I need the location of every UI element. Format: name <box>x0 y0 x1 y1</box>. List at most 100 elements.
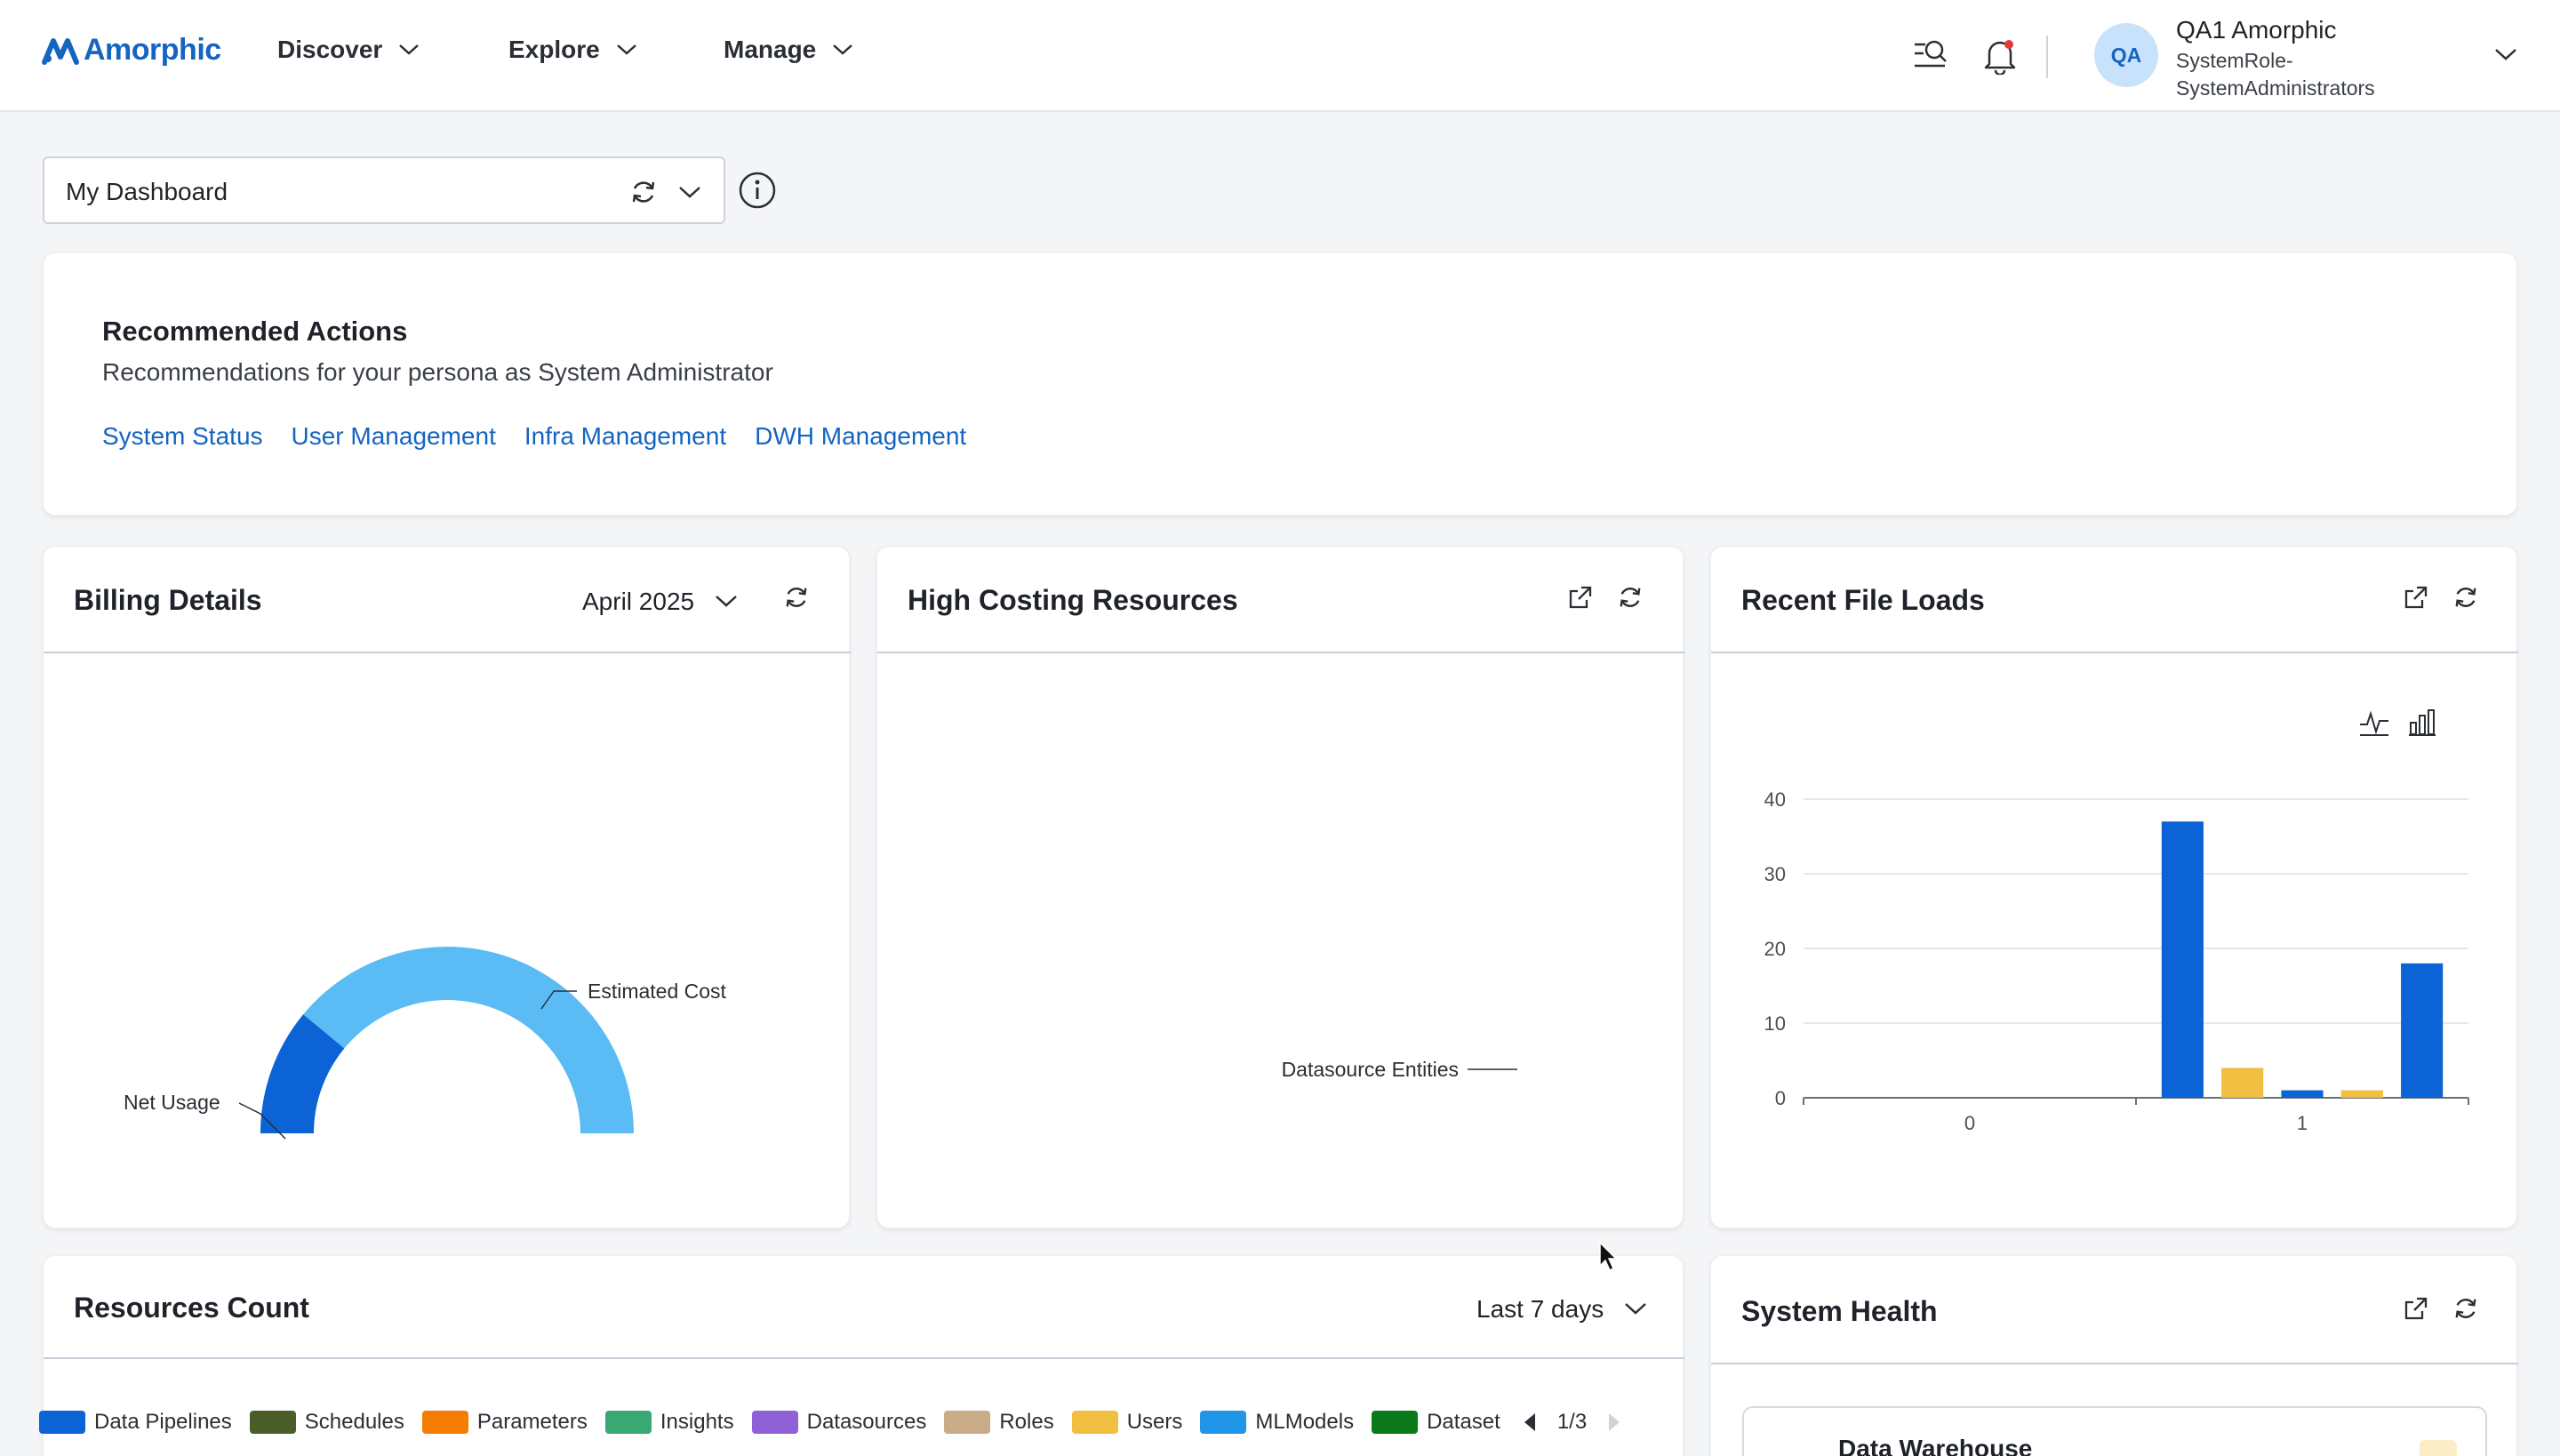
high-costing-pie-chart: Datasource Entities <box>1282 837 1684 1182</box>
link-infra-management[interactable]: Infra Management <box>524 422 727 450</box>
logo-text: Amorphic <box>84 32 221 67</box>
search-list-icon[interactable] <box>1913 37 1948 77</box>
status-badge <box>2420 1440 2457 1456</box>
legend-item-parameters[interactable]: Parameters <box>421 1410 588 1435</box>
legend-label: Parameters <box>476 1410 588 1434</box>
resources-count-title: Resources Count <box>74 1292 309 1324</box>
link-system-status[interactable]: System Status <box>102 422 263 450</box>
legend-swatch <box>249 1411 296 1434</box>
legend-label: Dataset <box>1427 1410 1500 1434</box>
caret-right-icon[interactable] <box>1606 1412 1622 1433</box>
recent-file-loads-card: Recent File Loads 0 10 20 30 40 0 1 <box>1710 546 2518 1228</box>
bar[interactable] <box>2221 1068 2264 1098</box>
data-warehouse-title: Data Warehouse <box>1838 1435 2033 1456</box>
donut-segment-net-usage[interactable] <box>260 1014 345 1133</box>
bar[interactable] <box>2340 1090 2383 1098</box>
bar[interactable] <box>2401 963 2444 1098</box>
top-navigation-bar: Amorphic Discover Explore Manage QA QA1 … <box>0 0 2560 112</box>
legend-item-schedules[interactable]: Schedules <box>249 1410 404 1435</box>
legend-item-mlmodels[interactable]: MLModels <box>1200 1410 1354 1435</box>
billing-donut-chart: Net Usage Estimated Cost <box>124 947 727 1140</box>
refresh-icon[interactable] <box>2452 1295 2479 1326</box>
avatar[interactable]: QA <box>2094 23 2158 87</box>
y-tick-label: 0 <box>1775 1087 1786 1109</box>
refresh-icon[interactable] <box>2452 584 2479 615</box>
legend-item-roles[interactable]: Roles <box>944 1410 1054 1435</box>
card-divider <box>44 652 851 653</box>
legend-item-data-pipelines[interactable]: Data Pipelines <box>39 1410 232 1435</box>
high-costing-resources-card: High Costing Resources Datasource Entiti… <box>876 546 1684 1228</box>
legend-label: Datasources <box>806 1410 927 1434</box>
header-divider <box>2046 36 2048 78</box>
legend-label: Schedules <box>304 1410 404 1434</box>
legend-pager: 1/3 <box>1522 1410 1622 1435</box>
nav-manage[interactable]: Manage <box>724 36 853 64</box>
legend-item-users[interactable]: Users <box>1071 1410 1183 1435</box>
external-link-icon[interactable] <box>1567 584 1594 615</box>
nav-discover[interactable]: Discover <box>277 36 420 64</box>
caret-left-icon[interactable] <box>1522 1412 1538 1433</box>
recent-file-loads-bar-chart: 0 10 20 30 40 0 1 <box>1764 788 2469 1133</box>
refresh-icon[interactable] <box>783 584 810 615</box>
nav-explore[interactable]: Explore <box>508 36 637 64</box>
chevron-down-icon <box>616 44 636 55</box>
resources-period-value: Last 7 days <box>1476 1295 1604 1323</box>
amorphic-logo[interactable]: Amorphic <box>41 32 221 68</box>
legend-label: Roles <box>999 1410 1054 1434</box>
refresh-icon[interactable] <box>629 178 658 211</box>
legend-swatch <box>1372 1411 1419 1434</box>
recommended-actions-subtitle: Recommendations for your persona as Syst… <box>102 358 773 386</box>
bar[interactable] <box>2281 1090 2324 1098</box>
chevron-down-icon <box>1625 1303 1647 1315</box>
bar-chart-toggle-icon[interactable] <box>2408 707 2436 741</box>
billing-period-value: April 2025 <box>582 588 695 615</box>
high-costing-title: High Costing Resources <box>908 584 1238 616</box>
refresh-icon[interactable] <box>1617 584 1644 615</box>
legend-swatch <box>1200 1411 1247 1434</box>
user-role: SystemRole-SystemAdministrators <box>2176 49 2375 100</box>
bar[interactable] <box>2161 821 2204 1098</box>
link-user-management[interactable]: User Management <box>291 422 496 450</box>
donut-segment-estimated-cost[interactable] <box>303 947 634 1133</box>
user-name: QA1 Amorphic <box>2176 16 2337 44</box>
link-dwh-management[interactable]: DWH Management <box>755 422 967 450</box>
info-icon[interactable] <box>738 171 777 214</box>
dashboard-select-value: My Dashboard <box>66 178 228 205</box>
pie-slice-datasource-entities <box>1670 837 1684 1182</box>
card-divider <box>1711 1363 2518 1364</box>
mouse-pointer-icon <box>1598 1241 1620 1277</box>
billing-period-select[interactable]: April 2025 <box>582 588 739 616</box>
legend-item-dataset[interactable]: Dataset <box>1372 1410 1500 1435</box>
legend-swatch <box>944 1411 991 1434</box>
line-chart-toggle-icon[interactable] <box>2358 707 2390 741</box>
legend-swatch <box>604 1411 652 1434</box>
legend-swatch <box>421 1411 468 1434</box>
pie-label-datasource-entities: Datasource Entities <box>1282 1058 1459 1081</box>
dashboard-select[interactable]: My Dashboard <box>43 156 725 224</box>
external-link-icon[interactable] <box>2403 584 2429 615</box>
nav-manage-label: Manage <box>724 36 817 63</box>
resources-legend: Data Pipelines Schedules Parameters Insi… <box>39 1410 1622 1435</box>
billing-label-net-usage: Net Usage <box>124 1091 220 1114</box>
recommended-actions-title: Recommended Actions <box>102 316 408 347</box>
resources-period-select[interactable]: Last 7 days <box>1476 1295 1648 1324</box>
x-tick-label: 0 <box>1964 1112 1975 1133</box>
legend-label: MLModels <box>1255 1410 1355 1434</box>
data-warehouse-health-item[interactable]: Data Warehouse <box>1742 1406 2487 1456</box>
chevron-down-icon <box>399 44 420 55</box>
billing-details-title: Billing Details <box>74 584 262 616</box>
system-health-title: System Health <box>1741 1295 1938 1327</box>
recommended-actions-card: Recommended Actions Recommendations for … <box>43 252 2517 516</box>
bell-icon[interactable] <box>1982 37 2018 79</box>
legend-label: Users <box>1126 1410 1183 1434</box>
external-link-icon[interactable] <box>2403 1295 2429 1326</box>
chevron-down-icon[interactable] <box>677 180 702 209</box>
chevron-down-icon[interactable] <box>2494 48 2517 67</box>
legend-item-insights[interactable]: Insights <box>604 1410 734 1435</box>
amorphic-logo-icon <box>42 38 79 65</box>
recommended-links: System Status User Management Infra Mana… <box>102 422 966 451</box>
legend-item-datasources[interactable]: Datasources <box>751 1410 927 1435</box>
legend-swatch <box>751 1411 798 1434</box>
legend-swatch <box>39 1411 85 1434</box>
nav-discover-label: Discover <box>277 36 383 63</box>
